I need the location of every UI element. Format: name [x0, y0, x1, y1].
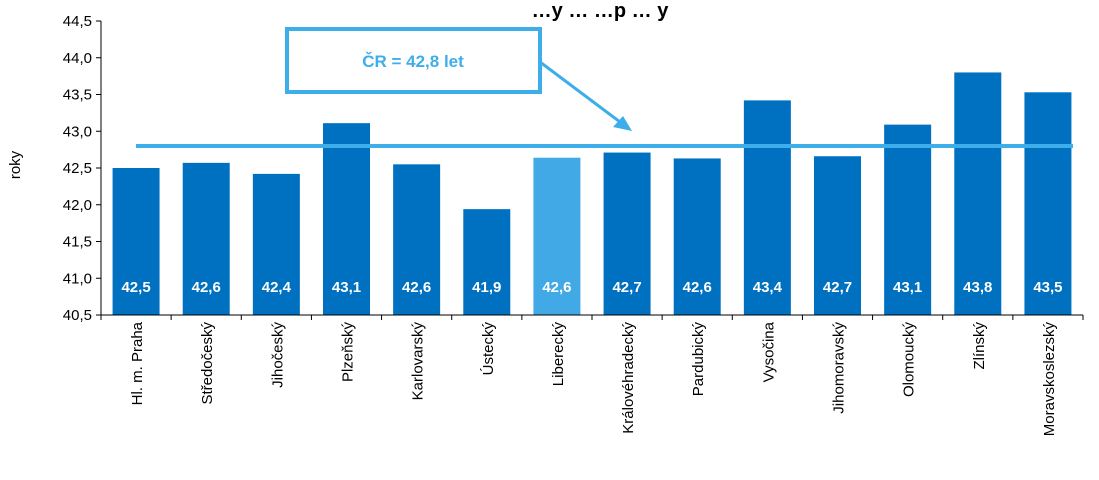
bar — [603, 152, 651, 315]
x-tick-label: Zlínský — [971, 322, 988, 370]
y-tick-label: 43,0 — [63, 123, 92, 140]
bar-data-label: 43,1 — [893, 279, 922, 296]
x-tick-label: Moravskoslezský — [1041, 322, 1058, 437]
bar — [1024, 92, 1072, 315]
bar-data-label: 42,4 — [262, 279, 292, 296]
x-tick-label: Olomoucký — [901, 322, 918, 398]
bar — [743, 100, 791, 315]
bar — [323, 123, 370, 315]
x-tick-label: Karlovarský — [410, 322, 427, 401]
x-tick-label: Plzeňský — [340, 322, 357, 383]
y-tick-label: 44,5 — [63, 13, 92, 30]
chart-title: …y … …p … y — [532, 0, 670, 22]
bar-data-label: 43,5 — [1033, 279, 1062, 296]
callout-label: ČR = 42,8 let — [362, 52, 464, 71]
bar — [533, 157, 581, 315]
bar — [814, 156, 861, 315]
bar-data-label: 43,8 — [963, 279, 992, 296]
x-tick-label: Vysočina — [760, 321, 777, 382]
bar-data-label: 42,5 — [121, 279, 150, 296]
x-tick-label: Pardubický — [690, 322, 707, 397]
x-tick-label: Královéhradecký — [620, 322, 637, 434]
y-tick-label: 41,5 — [63, 234, 92, 251]
callout-arrowhead — [613, 116, 632, 131]
bar-data-label: 42,6 — [192, 279, 221, 296]
bars: 42,5 42,6 42,4 43,1 42,6 41,9 42,6 42,7 42,6 43,4… — [112, 72, 1072, 315]
bar — [673, 158, 721, 315]
bar-data-label: 42,6 — [542, 279, 571, 296]
bar-data-label: 42,7 — [823, 279, 852, 296]
x-tick-label: Středočeský — [199, 322, 216, 405]
bar-data-label: 41,9 — [472, 279, 501, 296]
y-tick-label: 41,0 — [63, 270, 92, 287]
bar-data-label: 43,4 — [753, 279, 783, 296]
x-tick-label: Hl. m. Praha — [129, 321, 146, 405]
y-tick-label: 44,0 — [63, 50, 92, 67]
bar-data-label: 43,1 — [332, 279, 361, 296]
bar — [463, 209, 511, 315]
y-tick-label: 40,5 — [63, 307, 92, 324]
callout-arrow — [539, 60, 629, 130]
callout: ČR = 42,8 let — [285, 27, 632, 131]
y-tick-label: 42,5 — [63, 160, 92, 177]
callout-box — [285, 27, 542, 94]
bar — [182, 162, 230, 315]
bar — [252, 173, 300, 315]
bar — [112, 168, 160, 315]
bar-data-label: 42,6 — [402, 279, 431, 296]
x-tick-label: Jihočeský — [269, 322, 286, 388]
y-tick-label: 43,5 — [63, 87, 92, 104]
x-axis: Hl. m. Praha Středočeský Jihočeský Plzeňský… — [100, 314, 1084, 437]
bar — [884, 124, 932, 315]
bar — [393, 164, 441, 315]
y-tick-label: 42,0 — [63, 197, 92, 214]
x-tick-label: Jihomoravský — [831, 322, 848, 414]
y-axis: 40,5 41,0 41,5 42,0 42,5 43,0 43,5 44,0 44,5 — [63, 13, 102, 324]
bar-data-label: 42,7 — [612, 279, 641, 296]
bar — [954, 72, 1002, 315]
y-axis-label: roky — [7, 150, 24, 179]
bar-data-label: 42,6 — [683, 279, 712, 296]
x-tick-label: Ústecký — [480, 322, 497, 376]
x-tick-label: Liberecký — [550, 322, 567, 387]
